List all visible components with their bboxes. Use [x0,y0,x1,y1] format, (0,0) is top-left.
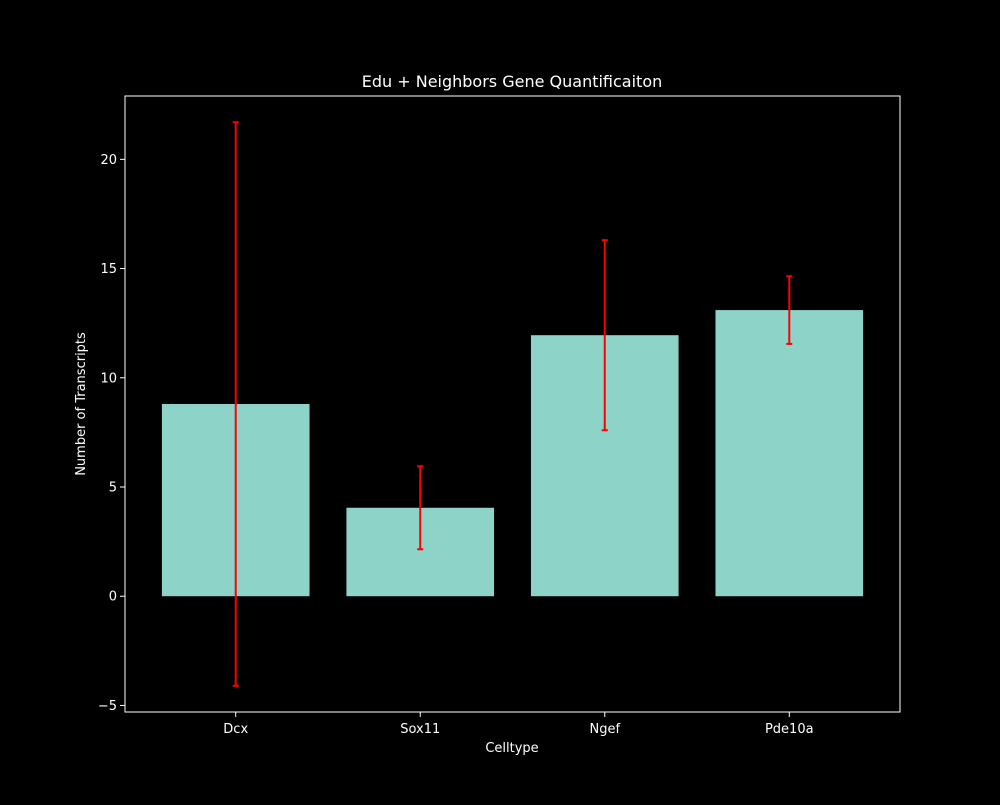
x-tick-label-ngef: Ngef [589,722,620,737]
y-tick-label: 20 [100,153,117,168]
bar-pde10a [715,310,864,597]
y-tick-label: 10 [100,371,117,386]
error-bar-ngef [601,239,608,432]
error-bar-dcx [232,121,239,687]
x-tick-label-dcx: Dcx [223,722,248,737]
plot-area: −5 0 5 10 15 20 Dcx Sox11 Ngef Pde10a [98,95,901,737]
y-axis-label: Number of Transcripts [74,332,89,476]
x-axis-label: Celltype [485,741,538,756]
error-bar-pde10a [786,275,793,345]
error-bar-sox11 [417,465,424,551]
x-tick-label-pde10a: Pde10a [765,722,814,737]
y-tick-label: 0 [109,590,117,605]
y-tick-label: −5 [98,699,117,714]
y-tick-label: 5 [109,481,117,496]
x-tick-label-sox11: Sox11 [400,722,440,737]
y-tick-label: 15 [100,262,117,277]
chart-title: Edu + Neighbors Gene Quantificaiton [362,72,663,91]
plot-frame [124,95,901,713]
